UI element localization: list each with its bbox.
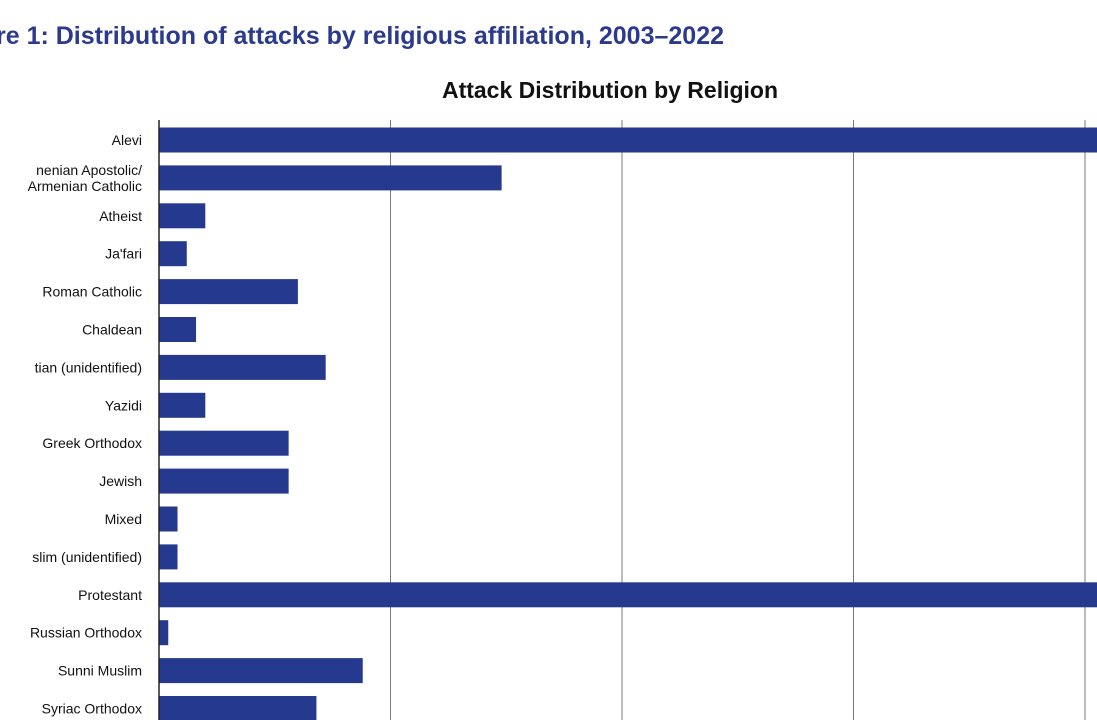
category-label: Chaldean <box>82 322 142 338</box>
category-label: Sunni Muslim <box>58 663 142 679</box>
bar <box>159 582 1097 608</box>
figure-caption: re 1: Distribution of attacks by religio… <box>0 22 725 50</box>
bar <box>159 620 169 646</box>
category-label: Ja'fari <box>105 246 142 262</box>
bar <box>159 127 1097 153</box>
gridlines <box>390 120 1086 720</box>
category-label: Mixed <box>105 511 142 527</box>
bar <box>159 430 289 456</box>
bar <box>159 468 289 494</box>
chart-title: Attack Distribution by Religion <box>442 77 778 103</box>
category-label: Alevi <box>112 132 142 148</box>
bar <box>159 696 317 720</box>
category-label: Syriac Orthodox <box>42 701 142 717</box>
bars <box>159 127 1097 720</box>
category-label: Russian Orthodox <box>30 625 142 641</box>
bar <box>159 506 178 532</box>
category-label: Greek Orthodox <box>42 435 142 451</box>
category-labels: Alevi nenian Apostolic/Armenian Catholic A… <box>28 132 142 717</box>
bar <box>159 165 502 191</box>
category-label: Yazidi <box>105 397 142 413</box>
bar <box>159 317 197 342</box>
category-label: slim (unidentified) <box>32 549 142 565</box>
category-label: nenian Apostolic/Armenian Catholic <box>28 162 142 194</box>
bar <box>159 658 363 684</box>
bar <box>159 354 326 380</box>
category-label: Roman Catholic <box>42 284 142 300</box>
category-label: Protestant <box>78 587 142 603</box>
bar <box>159 544 178 570</box>
bar <box>159 279 298 305</box>
bar <box>159 241 187 267</box>
category-label: Atheist <box>99 208 142 224</box>
category-label: tian (unidentified) <box>35 359 142 375</box>
bar <box>159 392 206 418</box>
bar <box>159 203 206 229</box>
category-label: Jewish <box>99 473 142 489</box>
